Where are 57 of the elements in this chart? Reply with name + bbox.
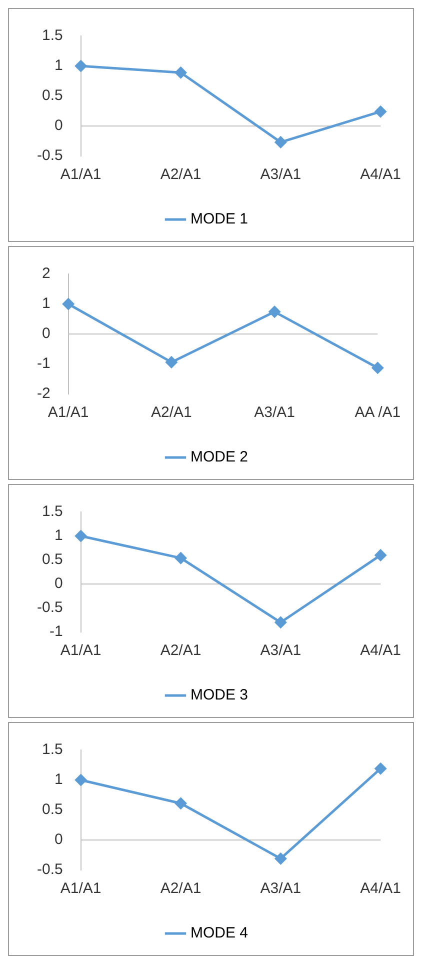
y-tick-label: 0 — [54, 117, 63, 134]
legend-label: MODE 2 — [190, 448, 248, 466]
x-tick-label: A4/A1 — [360, 880, 402, 898]
point — [374, 762, 386, 774]
point — [166, 356, 178, 368]
y-tick-label: 1 — [54, 527, 63, 544]
point — [75, 60, 87, 72]
legend-label: MODE 4 — [190, 924, 248, 942]
point — [62, 298, 74, 310]
y-tick-label: 0 — [54, 575, 63, 592]
y-tick-label: -2 — [36, 385, 50, 402]
y-tick-label: -1 — [36, 355, 50, 372]
x-tick-label: A2/A1 — [160, 642, 202, 660]
point — [175, 798, 187, 810]
point — [75, 774, 87, 786]
y-tick-label: 1 — [54, 57, 63, 74]
y-tick-label: 0.5 — [42, 801, 63, 818]
x-tick-label: A2/A1 — [160, 880, 202, 898]
x-tick-label: A2/A1 — [151, 404, 192, 422]
x-tick-label: A3/A1 — [260, 166, 302, 184]
x-tick-label: A1/A1 — [60, 166, 102, 184]
x-tick-label: A4/A1 — [360, 642, 402, 660]
point — [374, 106, 386, 118]
y-tick-label: 1 — [42, 295, 50, 312]
y-tick-label: 0.5 — [42, 87, 63, 104]
point — [75, 530, 87, 542]
point — [175, 552, 187, 564]
y-tick-label: -0.5 — [36, 599, 63, 616]
point — [372, 362, 384, 374]
x-tick-label: A1/A1 — [48, 404, 89, 422]
x-tick-label: A1/A1 — [60, 880, 102, 898]
legend-label: MODE 3 — [190, 686, 248, 704]
y-tick-label: -1 — [50, 623, 63, 640]
y-tick-label: 1.5 — [42, 741, 63, 758]
x-tick-label: A3/A1 — [260, 880, 302, 898]
x-tick-label: A2/A1 — [160, 166, 202, 184]
x-tick-label: A1/A1 — [60, 642, 102, 660]
y-tick-label: 1.5 — [42, 503, 63, 520]
y-tick-label: 0.5 — [42, 551, 63, 568]
point — [374, 549, 386, 561]
point — [274, 136, 286, 148]
y-tick-label: 1 — [54, 771, 63, 788]
point — [274, 852, 286, 864]
y-tick-label: 0 — [54, 831, 63, 848]
y-tick-label: 2 — [42, 265, 50, 282]
x-tick-label: A3/A1 — [254, 404, 295, 422]
point — [175, 66, 187, 78]
y-tick-label: 0 — [42, 325, 50, 342]
y-tick-label: -0.5 — [36, 861, 63, 878]
legend-label: MODE 1 — [190, 210, 248, 228]
point — [268, 306, 280, 318]
x-tick-label: A4/A1 — [360, 166, 402, 184]
x-tick-label: AA /A1 — [354, 404, 401, 422]
y-tick-label: -0.5 — [36, 147, 63, 164]
x-tick-label: A3/A1 — [260, 642, 302, 660]
point — [274, 616, 286, 628]
y-tick-label: 1.5 — [42, 27, 63, 44]
